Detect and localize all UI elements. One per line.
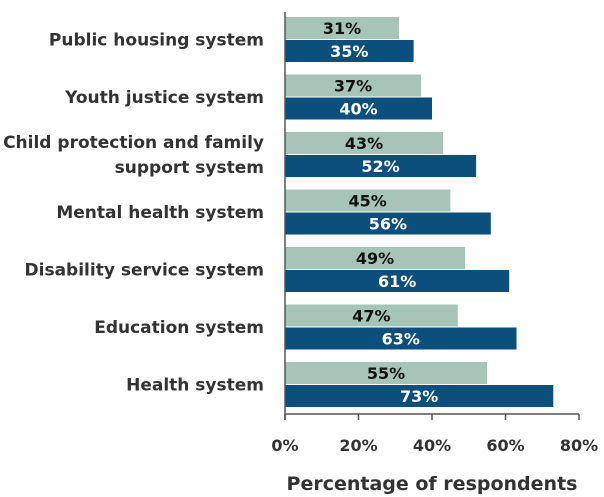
data-label: 43%: [345, 134, 383, 153]
x-tick-label: 0%: [271, 436, 298, 455]
bar-light-6: [285, 362, 488, 384]
bar-dark-4: [285, 270, 510, 292]
x-tick-label: 20%: [339, 436, 377, 455]
category-label: Health system: [126, 376, 264, 396]
data-label: 40%: [339, 100, 377, 119]
bar-dark-1: [285, 97, 432, 120]
data-label: 31%: [323, 19, 361, 38]
bar-dark-6: [285, 385, 554, 407]
bar-light-0: [285, 17, 399, 39]
bar-light-5: [285, 304, 458, 327]
x-axis-title: Percentage of respondents: [287, 473, 578, 495]
bar-light-1: [285, 74, 421, 97]
data-label: 55%: [367, 364, 405, 383]
category-label: Education system: [94, 318, 264, 338]
data-label: 35%: [330, 42, 368, 61]
x-tick-label: 60%: [486, 436, 524, 455]
category-label: Mental health system: [56, 203, 264, 223]
bar-dark-0: [285, 40, 414, 62]
data-label: 73%: [400, 387, 438, 406]
data-label: 61%: [378, 272, 416, 291]
data-label: 45%: [349, 192, 387, 211]
bar-light-4: [285, 247, 466, 269]
x-tick-label: 40%: [413, 436, 451, 455]
bar-dark-5: [285, 327, 517, 350]
bar-dark-2: [285, 155, 477, 177]
category-labels: Public housing system Youth justice syste…: [3, 31, 264, 396]
data-label: 56%: [369, 215, 407, 234]
bar-light-2: [285, 132, 444, 154]
bar-dark-3: [285, 212, 491, 235]
category-label: support system: [115, 158, 264, 178]
data-label: 47%: [352, 307, 390, 326]
category-label: Disability service system: [25, 261, 264, 281]
data-label: 37%: [334, 77, 372, 96]
bar-light-3: [285, 189, 451, 212]
data-label: 63%: [382, 330, 420, 349]
data-label: 52%: [361, 157, 399, 176]
category-label: Public housing system: [49, 31, 264, 51]
category-label: Child protection and family: [3, 133, 264, 153]
category-label: Youth justice system: [64, 88, 264, 108]
x-tick-labels: 0% 20% 40% 60% 80%: [271, 414, 598, 455]
bars-group: 31% 35% 37% 40% 43% 52% 45% 56% 49% 61% 47% 63% 55% 7…: [285, 17, 554, 407]
data-label: 49%: [356, 249, 394, 268]
x-tick-label: 80%: [560, 436, 598, 455]
